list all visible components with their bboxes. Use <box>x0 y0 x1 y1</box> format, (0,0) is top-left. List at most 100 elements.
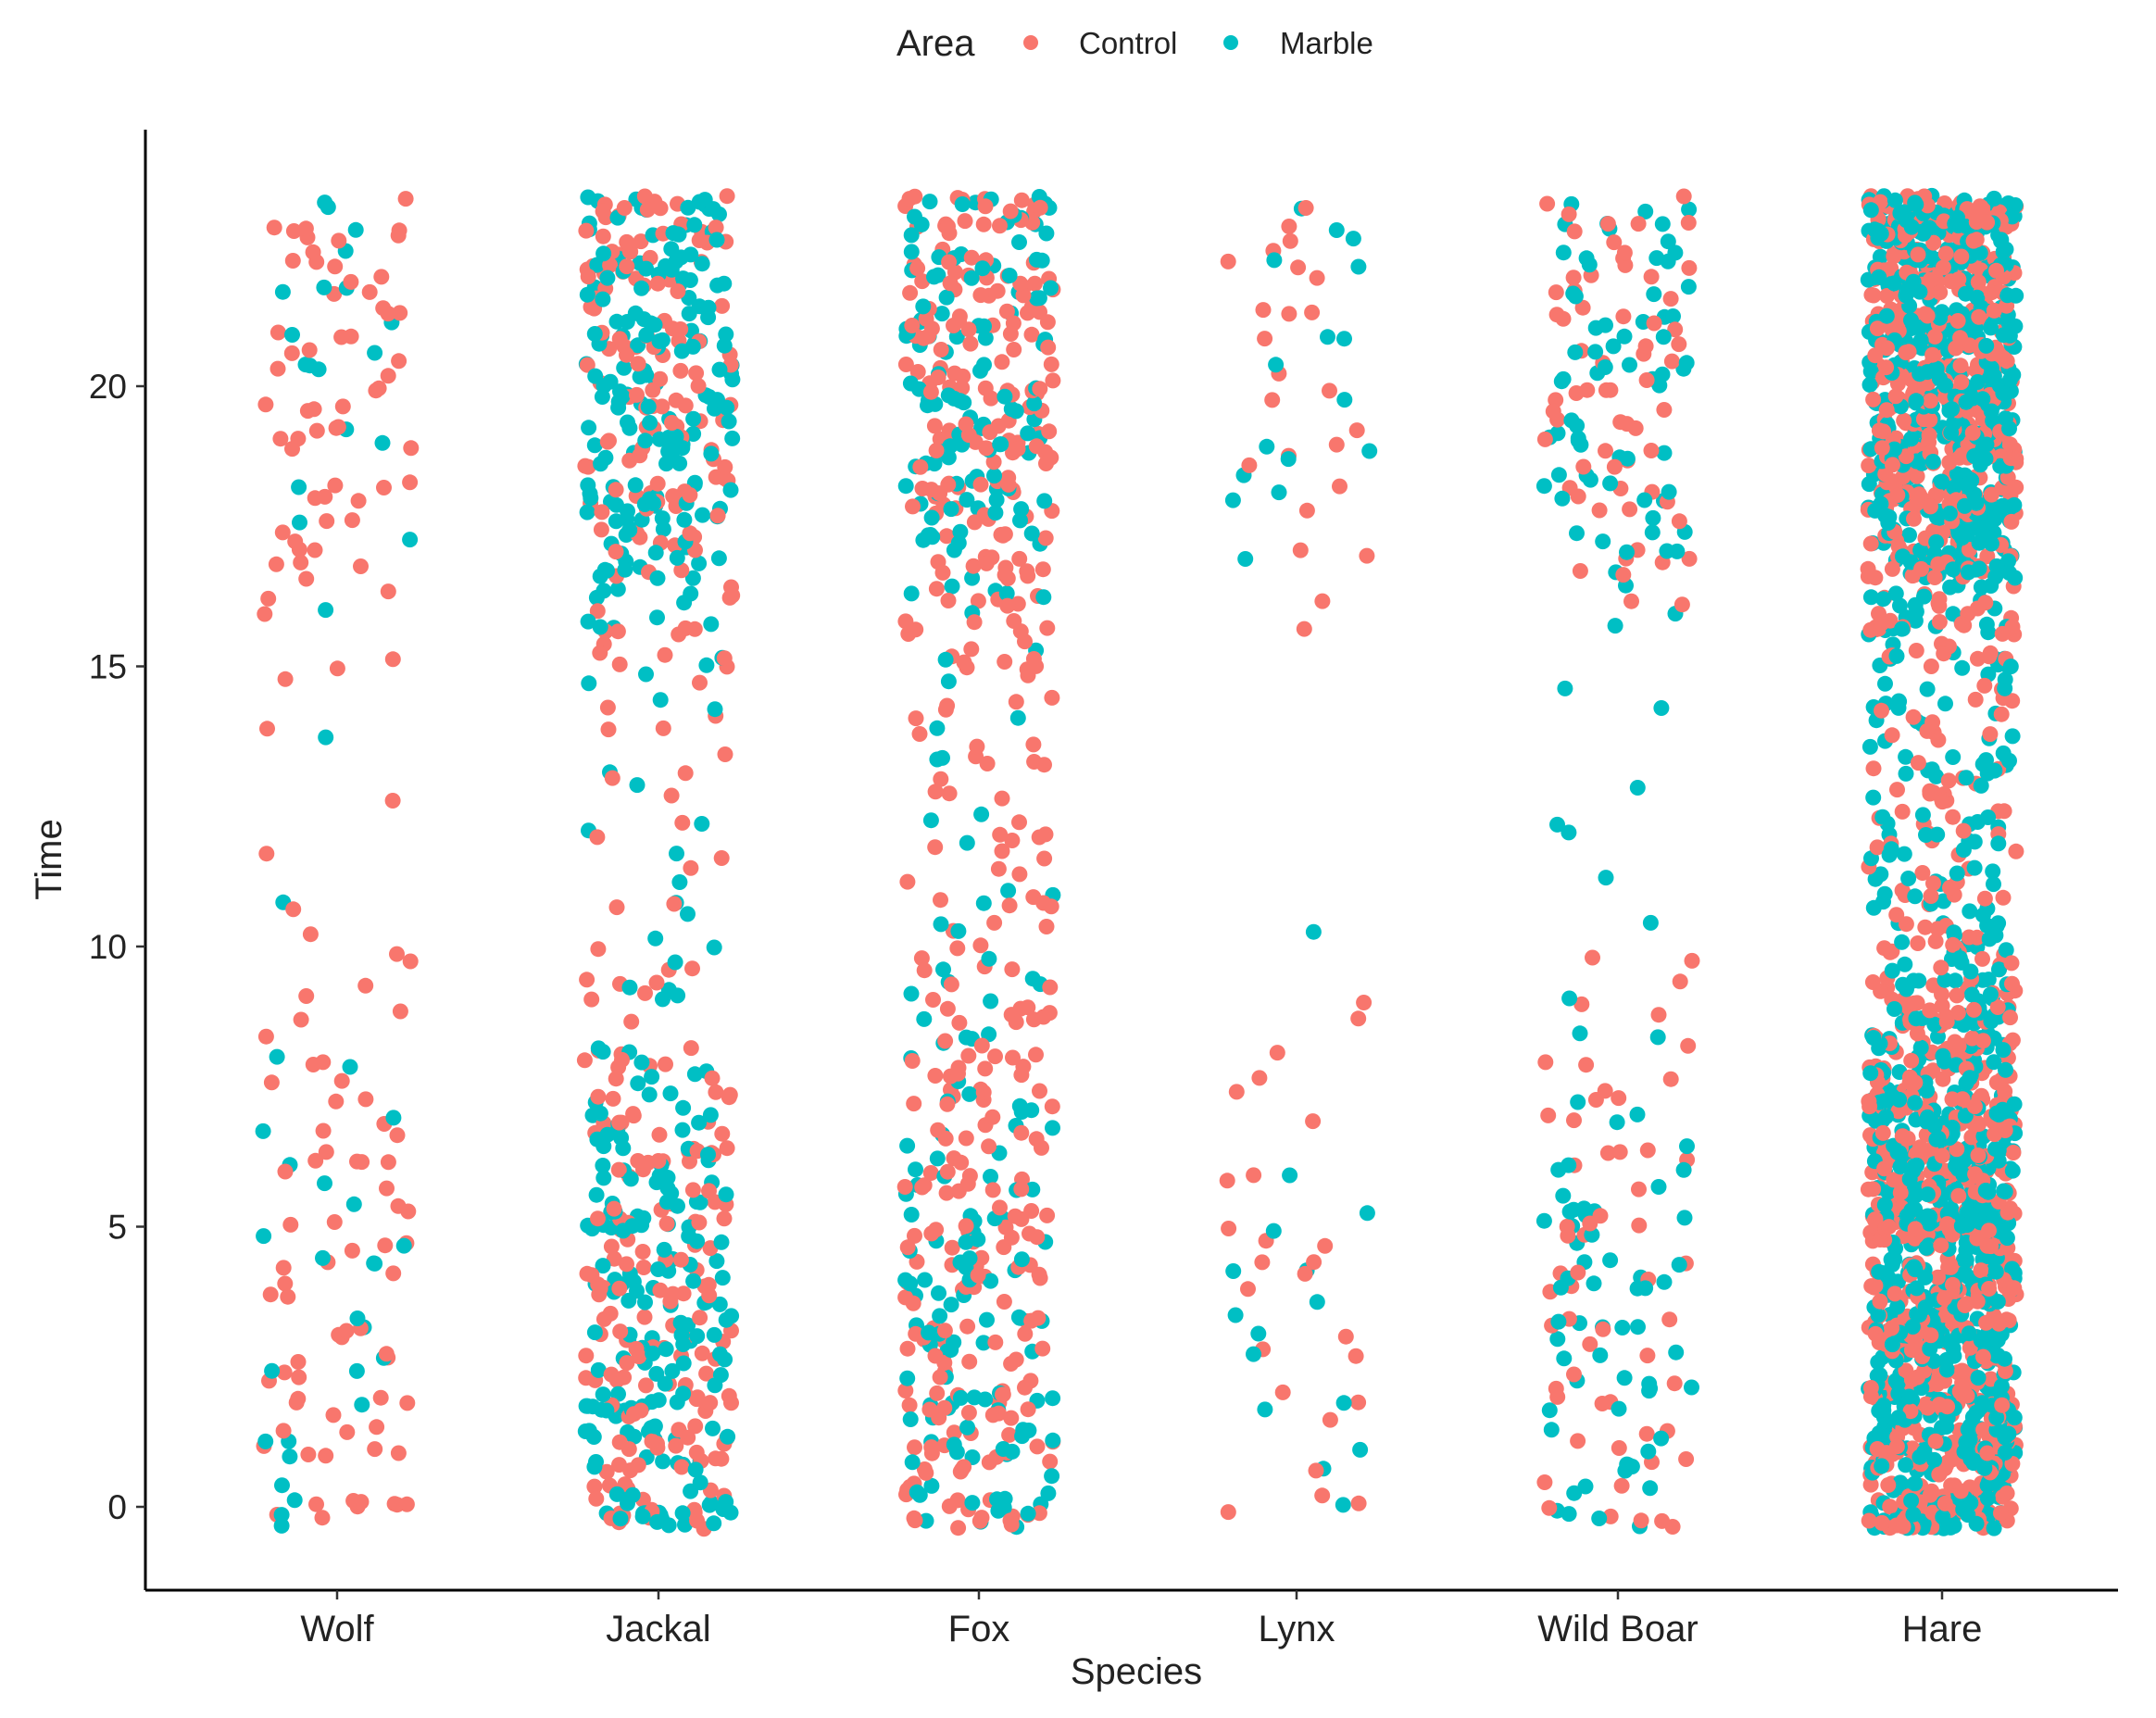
data-point-control <box>300 1447 317 1462</box>
data-point-control <box>1038 919 1055 934</box>
data-point-control <box>1350 1394 1367 1411</box>
data-point-marble <box>1901 1171 1918 1187</box>
data-point-control <box>670 283 686 299</box>
data-point-control <box>1573 996 1590 1012</box>
data-point-control <box>645 382 661 398</box>
data-point-control <box>1967 691 1984 708</box>
data-point-control <box>1869 839 1886 856</box>
data-point-control <box>1976 890 1993 907</box>
data-point-control <box>1953 248 1970 265</box>
data-point-control <box>672 362 689 379</box>
data-point-marble <box>989 1491 1005 1508</box>
data-point-control <box>930 370 946 385</box>
data-point-control <box>373 269 390 285</box>
data-point-control <box>1615 308 1632 325</box>
data-point-marble <box>1654 216 1671 232</box>
data-point-marble <box>1865 789 1882 806</box>
data-point-marble <box>933 916 949 933</box>
data-point-control <box>716 1210 733 1227</box>
data-point-control <box>369 1419 385 1436</box>
data-point-control <box>701 1183 717 1199</box>
data-point-control <box>984 1182 1001 1198</box>
data-point-marble <box>1995 497 2011 514</box>
data-point-control <box>1969 1293 1986 1310</box>
data-point-control <box>708 219 724 236</box>
data-point-control <box>992 1199 1008 1216</box>
data-point-control <box>1630 216 1647 232</box>
data-point-marble <box>669 846 684 862</box>
data-point-control <box>1348 422 1365 439</box>
data-point-control <box>677 765 694 782</box>
data-point-control <box>691 1214 708 1231</box>
data-point-marble <box>1224 492 1241 508</box>
data-point-marble <box>1598 870 1614 886</box>
data-point-control <box>1582 1215 1598 1232</box>
data-point-control <box>1974 1348 1991 1365</box>
data-point-control <box>1661 1311 1678 1328</box>
data-point-marble <box>1001 268 1018 283</box>
data-point-control <box>1540 1107 1557 1123</box>
data-point-marble <box>579 286 595 303</box>
data-point-control <box>1923 658 1939 674</box>
data-point-control <box>1639 1142 1656 1159</box>
data-point-marble <box>1930 1130 1947 1147</box>
data-point-control <box>1917 919 1934 935</box>
data-point-control <box>717 458 733 475</box>
data-point-marble <box>938 289 955 306</box>
data-point-control <box>1004 833 1021 848</box>
data-point-control <box>600 721 617 738</box>
data-point-marble <box>1659 543 1675 559</box>
data-point-marble <box>1345 231 1361 247</box>
data-point-marble <box>1886 1001 1902 1017</box>
data-point-marble <box>652 692 669 709</box>
data-point-control <box>1917 306 1934 322</box>
data-point-control <box>1539 195 1556 212</box>
data-point-marble <box>1541 1402 1558 1419</box>
data-point-control <box>1949 1141 1965 1158</box>
data-point-marble <box>638 260 655 277</box>
data-point-control <box>907 1439 922 1456</box>
data-point-control <box>673 562 690 579</box>
data-point-control <box>1008 694 1024 710</box>
data-point-control <box>579 972 595 988</box>
data-point-marble <box>582 485 598 502</box>
data-point-marble <box>1641 1383 1658 1399</box>
data-point-marble <box>1684 1379 1699 1396</box>
data-point-control <box>1884 1320 1900 1336</box>
data-point-control <box>1940 772 1957 789</box>
data-point-control <box>1990 1315 2007 1332</box>
data-point-marble <box>1912 1039 1929 1056</box>
data-point-control <box>1011 866 1028 883</box>
data-point-control <box>652 1282 669 1298</box>
data-point-marble <box>1968 1404 1985 1421</box>
data-point-marble <box>1980 809 1997 825</box>
data-point-control <box>1306 1254 1322 1271</box>
data-point-marble <box>1573 436 1589 453</box>
data-point-control <box>298 988 315 1004</box>
data-point-marble <box>976 357 992 373</box>
data-point-control <box>623 1013 640 1030</box>
data-point-control <box>649 475 666 492</box>
data-point-control <box>1304 304 1321 320</box>
data-point-control <box>680 1429 696 1446</box>
data-point-marble <box>724 371 741 388</box>
data-point-marble <box>1874 809 1891 825</box>
data-point-control <box>1574 299 1591 316</box>
data-point-marble <box>1997 1444 2013 1461</box>
data-point-marble <box>1963 986 1980 1003</box>
data-point-control <box>1930 556 1947 572</box>
data-point-control <box>1001 1426 1018 1443</box>
data-point-control <box>1925 875 1941 892</box>
data-point-marble <box>2001 420 2017 437</box>
data-point-control <box>1559 1218 1575 1235</box>
data-point-control <box>674 814 691 831</box>
data-point-control <box>1922 393 1938 409</box>
data-point-control <box>930 554 946 571</box>
data-point-marble <box>1937 972 1953 988</box>
data-point-control <box>277 1163 294 1180</box>
data-point-marble <box>2006 1410 2023 1426</box>
data-point-control <box>969 738 985 755</box>
data-point-control <box>1913 560 1929 577</box>
data-point-control <box>972 937 989 954</box>
data-point-marble <box>1622 357 1637 373</box>
